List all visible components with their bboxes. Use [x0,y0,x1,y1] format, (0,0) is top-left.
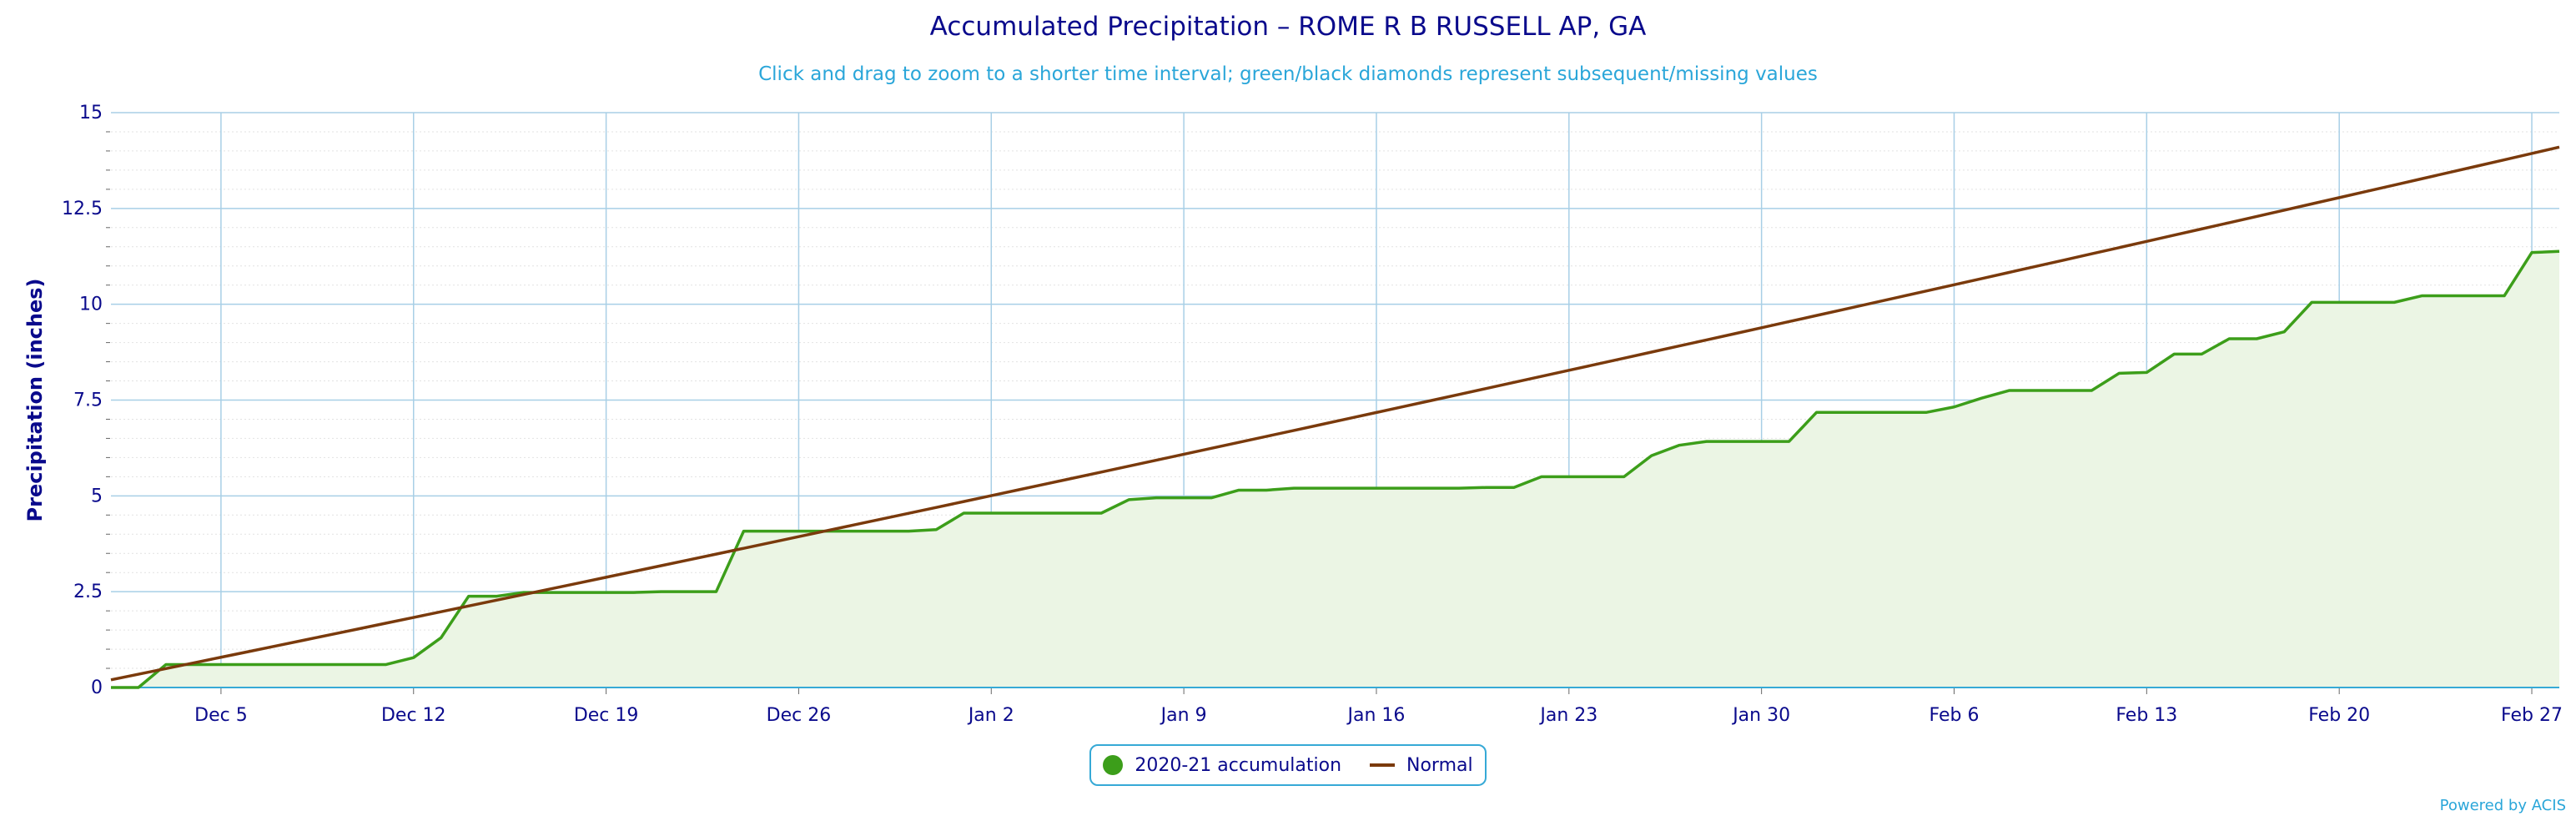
y-tick-label: 12.5 [62,199,103,219]
x-tick-label: Jan 9 [1160,705,1207,726]
accumulation-legend-marker [1103,755,1124,775]
x-tick-label: Dec 26 [767,705,832,726]
normal-legend-marker [1370,763,1396,767]
legend-label-normal: Normal [1406,754,1473,776]
y-tick-label: 5 [91,486,103,506]
x-tick-label: Feb 20 [2308,705,2370,726]
y-tick-label: 7.5 [73,390,103,411]
credits-link[interactable]: Powered by ACIS [2439,797,2566,814]
legend-item-accumulation[interactable]: 2020-21 accumulation [1103,755,1341,776]
x-tick-label: Dec 5 [194,705,248,726]
x-tick-label: Dec 19 [574,705,639,726]
y-tick-label: 10 [79,295,103,315]
chart-legend: 2020-21 accumulation Normal [1089,744,1487,786]
x-tick-label: Feb 6 [1929,705,1980,726]
x-tick-label: Jan 30 [1731,705,1790,726]
y-axis-title: Precipitation (inches) [23,279,47,522]
y-tick-label: 2.5 [73,582,103,602]
legend-item-normal[interactable]: Normal [1370,755,1473,776]
x-tick-label: Jan 2 [967,705,1014,726]
chart-title: Accumulated Precipitation – ROME R B RUS… [929,12,1647,42]
legend-label-accumulation: 2020-21 accumulation [1135,754,1342,776]
y-tick-label: 15 [79,103,103,123]
x-tick-label: Jan 23 [1538,705,1597,726]
x-tick-label: Feb 13 [2116,705,2177,726]
x-tick-label: Jan 16 [1346,705,1406,726]
normal-line[interactable] [110,145,2560,682]
x-tick-label: Dec 12 [381,705,446,726]
accumulation-line[interactable] [111,249,2560,689]
accumulation-area [111,251,2559,688]
chart-subtitle: Click and drag to zoom to a shorter time… [758,63,1818,85]
x-tick-label: Feb 27 [2501,705,2563,726]
y-tick-label: 0 [91,677,103,698]
